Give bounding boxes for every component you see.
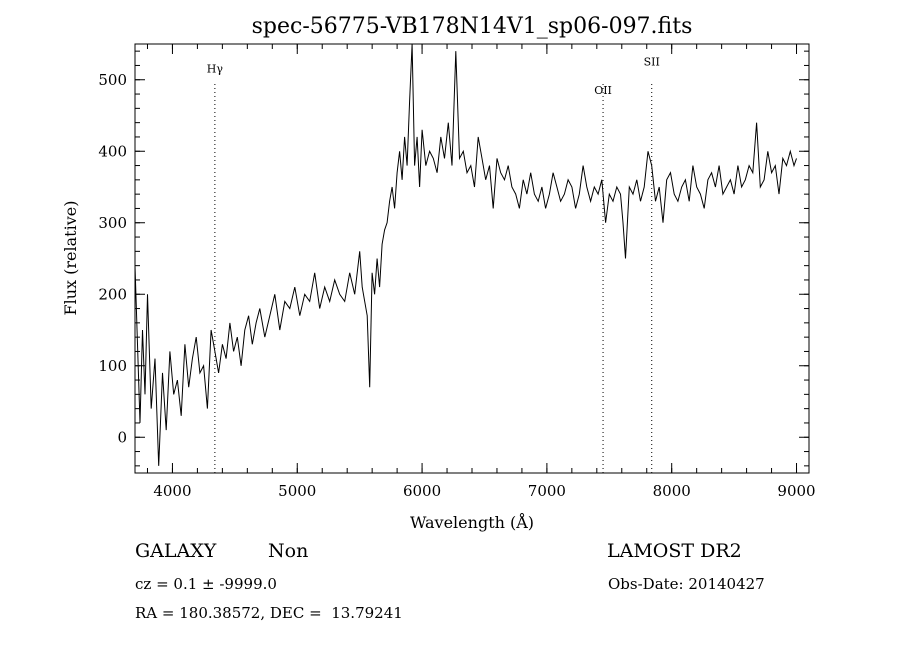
spectral-line-label: Hγ (207, 63, 224, 76)
x-tick-label: 4000 (153, 482, 191, 500)
ra-dec-readout: RA = 180.38572, DEC = 13.79241 (135, 604, 403, 622)
spectral-line-label: OII (594, 84, 612, 97)
y-tick-label: 200 (98, 285, 127, 303)
x-tick-label: 7000 (528, 482, 566, 500)
x-tick-label: 5000 (278, 482, 316, 500)
y-tick-label: 100 (98, 357, 127, 375)
y-axis-label: Flux (relative) (61, 201, 80, 316)
obs-date: Obs-Date: 20140427 (608, 575, 765, 593)
survey-name: LAMOST DR2 (607, 540, 742, 562)
axis-ticks: 4000 5000 6000 7000 8000 9000 0 100 200 300 400 500 (98, 44, 816, 500)
plot-frame (134, 43, 810, 474)
x-tick-label: 6000 (403, 482, 441, 500)
y-tick-label: 500 (98, 71, 127, 89)
y-tick-label: 300 (98, 214, 127, 232)
x-tick-label: 8000 (653, 482, 691, 500)
x-axis-label: Wavelength (Å) (410, 512, 534, 532)
redshift-readout: cz = 0.1 ± -9999.0 (135, 575, 277, 593)
object-subclass: Non (268, 540, 309, 562)
series-group (134, 43, 797, 466)
y-tick-label: 400 (98, 142, 127, 160)
chart-title: spec-56775-VB178N14V1_sp06-097.fits (252, 14, 693, 39)
y-tick-label: 0 (117, 428, 127, 446)
spectrum-line (134, 43, 797, 466)
spectral-line-label: SII (644, 55, 660, 68)
object-class: GALAXY (135, 540, 217, 562)
x-tick-label: 9000 (777, 482, 815, 500)
annotation-lines: Hγ OII SII (207, 55, 660, 473)
